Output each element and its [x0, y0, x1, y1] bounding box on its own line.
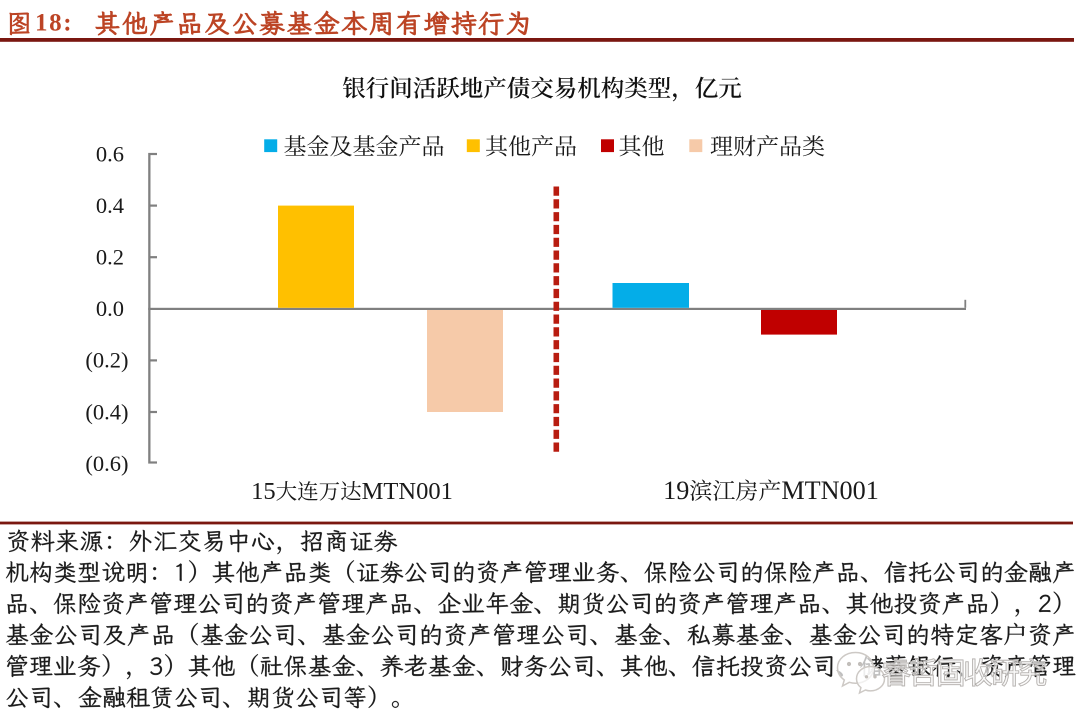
svg-text:(0.4): (0.4)	[85, 399, 128, 424]
svg-text:0.2: 0.2	[96, 245, 124, 270]
svg-text:MTN001: MTN001	[781, 476, 878, 505]
svg-text:0.0: 0.0	[96, 296, 124, 321]
svg-text:0.6: 0.6	[96, 141, 124, 166]
svg-text:19: 19	[663, 476, 689, 505]
svg-text:MTN001: MTN001	[362, 478, 453, 505]
svg-text:0.4: 0.4	[96, 193, 124, 218]
svg-text:18:: 18:	[35, 10, 73, 37]
svg-text:(0.2): (0.2)	[85, 348, 128, 373]
svg-text:(0.6): (0.6)	[85, 451, 128, 476]
svg-text:15: 15	[251, 478, 276, 505]
